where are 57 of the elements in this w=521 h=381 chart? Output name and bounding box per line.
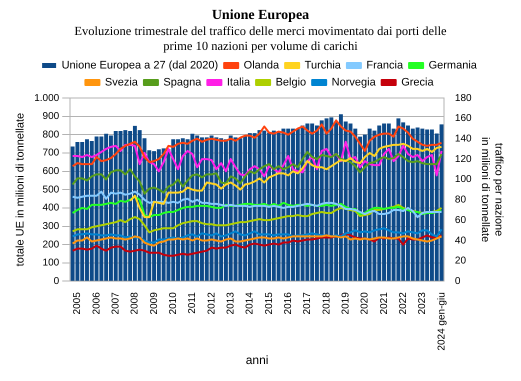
x-tick-label: 2021 xyxy=(378,292,390,314)
y-tick-label: 0 xyxy=(54,276,60,287)
x-tick-label: 2023 xyxy=(417,292,428,314)
chart-subtitle: Evoluzione trimestrale del traffico delle merci movimentato dai porti delle prime 10 nazioni per volume di carichi xyxy=(73,24,448,54)
x-tick-label: 2018 xyxy=(321,292,332,314)
legend-label: Italia xyxy=(226,76,251,89)
x-tick-label: 2005 xyxy=(72,292,84,314)
x-tick-label: 2020 xyxy=(360,292,371,314)
x-tick-label: 2008 xyxy=(130,292,141,314)
y2-tick-label: 60 xyxy=(454,214,466,226)
x-tick-label: 2015 xyxy=(264,292,275,314)
y2-axis-title: traffico per nazione in milioni di tonnellate xyxy=(479,137,504,242)
legend-label: Unione Europea a 27 (dal 2020) xyxy=(62,60,218,72)
x-tick-label: 2012 xyxy=(206,292,218,314)
y-tick-label: 500 xyxy=(42,184,60,196)
x-tick-label: 2013 xyxy=(225,292,236,314)
y-tick-label: 600 xyxy=(42,166,60,178)
y-tick-label: 300 xyxy=(42,221,60,232)
y-tick-label: 800 xyxy=(42,129,60,140)
x-tick-label: 2022 xyxy=(398,292,409,314)
x-tick-label: 2010 xyxy=(168,292,179,314)
y2-tick-label: 160 xyxy=(454,113,472,124)
legend-label: Norvegia xyxy=(332,76,377,89)
x-tick-label: 2016 xyxy=(282,292,294,314)
y2-tick-label: 20 xyxy=(454,256,466,267)
legend-label: Francia xyxy=(366,60,404,72)
y-axis-title: totale UE in milioni di tonnellate xyxy=(14,112,27,266)
y-tick-label: 1.000 xyxy=(34,92,60,104)
legend-label: Svezia xyxy=(104,76,139,89)
y-tick-label: 700 xyxy=(42,148,60,159)
legend-label: Belgio xyxy=(276,76,306,89)
y2-tick-label: 120 xyxy=(454,154,472,165)
x-tick-label: 2011 xyxy=(187,292,198,314)
x-tick-label: 2007 xyxy=(110,292,122,314)
y2-tick-label: 80 xyxy=(454,194,466,206)
y-tick-label: 200 xyxy=(42,239,60,250)
legend-label: Spagna xyxy=(163,76,202,89)
x-tick-label: 2017 xyxy=(302,292,314,314)
y2-tick-label: 180 xyxy=(454,92,472,104)
y-tick-label: 100 xyxy=(42,258,60,269)
y2-tick-label: 140 xyxy=(454,133,472,144)
y-tick-label: 900 xyxy=(42,111,60,122)
legend-label: Olanda xyxy=(244,60,280,72)
legend-label: Germania xyxy=(428,60,478,72)
x-tick-label: 2009 xyxy=(148,292,160,314)
x-tick-label: 2024 gen-giu xyxy=(436,292,448,351)
chart-title: Unione Europea xyxy=(210,8,310,24)
x-tick-label: 2019 xyxy=(340,292,352,314)
x-tick-label: 2006 xyxy=(91,292,102,314)
y2-tick-label: 0 xyxy=(454,276,461,287)
y-tick-label: 400 xyxy=(42,202,60,214)
legend-label: Turchia xyxy=(304,60,342,72)
x-tick-label: 2014 xyxy=(244,292,256,314)
y2-tick-label: 40 xyxy=(454,235,466,246)
legend-label: Grecia xyxy=(401,76,434,89)
y2-tick-label: 100 xyxy=(454,174,472,186)
x-axis-title: anni xyxy=(246,353,268,368)
